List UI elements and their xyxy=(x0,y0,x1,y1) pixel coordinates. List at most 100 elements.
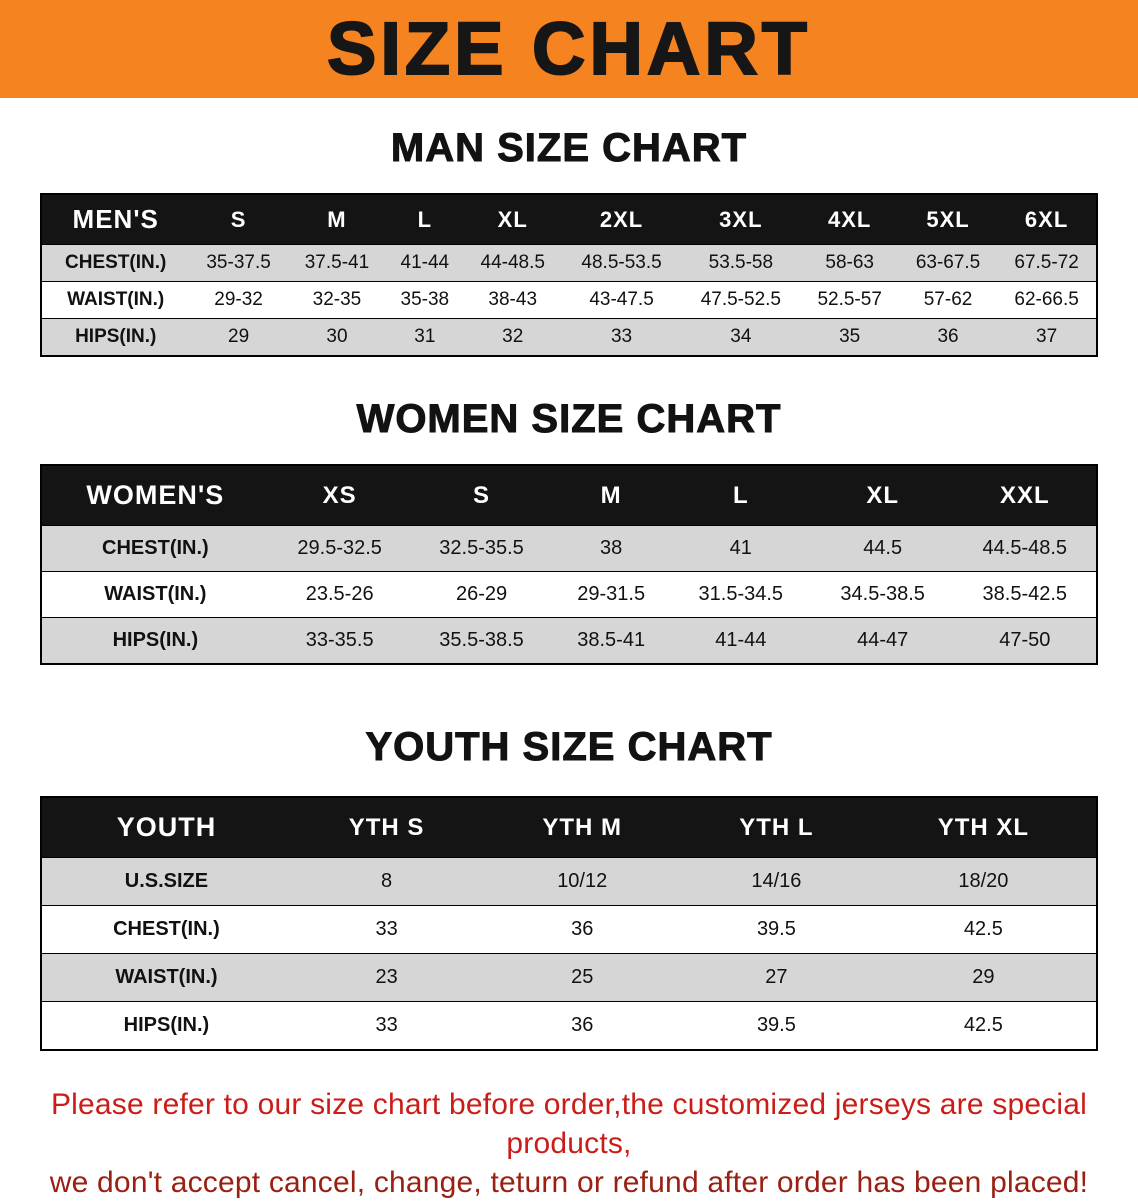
header-cell: WOMEN'S xyxy=(41,465,269,526)
header-cell: MEN'S xyxy=(41,194,190,245)
data-cell: 29.5-32.5 xyxy=(268,525,411,572)
header-cell: 6XL xyxy=(997,194,1097,245)
header-cell: YTH L xyxy=(682,797,871,858)
header-cell: XL xyxy=(463,194,562,245)
disclaimer-line-2: we don't accept cancel, change, teturn o… xyxy=(49,1166,1089,1199)
data-cell: 41-44 xyxy=(386,244,464,282)
table-row: HIPS(IN.) 33-35.5 35.5-38.5 38.5-41 41-44 44-… xyxy=(41,617,1097,664)
header-row: WOMEN'S XS S M L XL XXL xyxy=(41,465,1097,526)
data-cell: 44.5 xyxy=(811,525,954,572)
data-cell: 47-50 xyxy=(953,617,1097,664)
data-cell: 23 xyxy=(290,953,483,1002)
data-cell: 38.5-42.5 xyxy=(953,571,1097,618)
data-cell: 34 xyxy=(681,318,801,356)
data-cell: 26-29 xyxy=(410,571,553,618)
data-cell: 29-32 xyxy=(189,281,288,319)
data-cell: 37 xyxy=(997,318,1097,356)
data-cell: 36 xyxy=(482,905,683,954)
data-cell: 39.5 xyxy=(682,1001,871,1050)
header-row: MEN'S S M L XL 2XL 3XL 4XL 5XL 6XL xyxy=(41,194,1097,245)
men-size-table: MEN'S S M L XL 2XL 3XL 4XL 5XL 6XL CHEST(IN.) 35-37… xyxy=(40,193,1098,357)
data-cell: 30 xyxy=(287,318,387,356)
row-label: HIPS(IN.) xyxy=(41,318,190,356)
header-cell: S xyxy=(189,194,288,245)
table-row: U.S.SIZE 8 10/12 14/16 18/20 xyxy=(41,857,1097,906)
row-label: CHEST(IN.) xyxy=(41,525,269,572)
data-cell: 43-47.5 xyxy=(561,281,682,319)
youth-size-table: YOUTH YTH S YTH M YTH L YTH XL U.S.SIZE 8 10/12… xyxy=(40,796,1098,1051)
header-cell: L xyxy=(669,465,812,526)
data-cell: 58-63 xyxy=(800,244,899,282)
data-cell: 42.5 xyxy=(870,905,1097,954)
table-row: HIPS(IN.) 33 36 39.5 42.5 xyxy=(41,1001,1097,1050)
data-cell: 35-38 xyxy=(386,281,464,319)
header-cell: YOUTH xyxy=(41,797,291,858)
data-cell: 33-35.5 xyxy=(268,617,411,664)
data-cell: 35 xyxy=(800,318,899,356)
data-cell: 33 xyxy=(561,318,682,356)
data-cell: 33 xyxy=(290,905,483,954)
header-row: YOUTH YTH S YTH M YTH L YTH XL xyxy=(41,797,1097,858)
data-cell: 67.5-72 xyxy=(997,244,1097,282)
data-cell: 38-43 xyxy=(463,281,562,319)
header-cell: 3XL xyxy=(681,194,801,245)
header-cell: 4XL xyxy=(800,194,899,245)
row-label: WAIST(IN.) xyxy=(41,281,190,319)
data-cell: 31 xyxy=(386,318,464,356)
table-row: CHEST(IN.) 35-37.5 37.5-41 41-44 44-48.5 48.5… xyxy=(41,244,1097,282)
women-size-table: WOMEN'S XS S M L XL XXL CHEST(IN.) 29.5-32.5 32.5… xyxy=(40,464,1098,665)
data-cell: 35.5-38.5 xyxy=(410,617,553,664)
header-cell: XXL xyxy=(953,465,1097,526)
header-cell: L xyxy=(386,194,464,245)
data-cell: 38 xyxy=(552,525,670,572)
data-cell: 39.5 xyxy=(682,905,871,954)
data-cell: 44-47 xyxy=(811,617,954,664)
data-cell: 27 xyxy=(682,953,871,1002)
header-cell: 5XL xyxy=(898,194,998,245)
data-cell: 42.5 xyxy=(870,1001,1097,1050)
size-chart-title: SIZE CHART xyxy=(326,7,811,90)
table-row: WAIST(IN.) 23 25 27 29 xyxy=(41,953,1097,1002)
data-cell: 57-62 xyxy=(898,281,998,319)
women-size-chart-heading: WOMEN SIZE CHART xyxy=(356,397,782,442)
row-label: U.S.SIZE xyxy=(41,857,291,906)
table-row: WAIST(IN.) 29-32 32-35 35-38 38-43 43-47.5 47.… xyxy=(41,281,1097,319)
data-cell: 23.5-26 xyxy=(268,571,411,618)
data-cell: 44.5-48.5 xyxy=(953,525,1097,572)
data-cell: 33 xyxy=(290,1001,483,1050)
data-cell: 53.5-58 xyxy=(681,244,801,282)
data-cell: 47.5-52.5 xyxy=(681,281,801,319)
data-cell: 29 xyxy=(870,953,1097,1002)
row-label: HIPS(IN.) xyxy=(41,617,269,664)
data-cell: 44-48.5 xyxy=(463,244,562,282)
data-cell: 41-44 xyxy=(669,617,812,664)
disclaimer-line-1: Please refer to our size chart before or… xyxy=(50,1088,1088,1160)
data-cell: 32-35 xyxy=(287,281,387,319)
data-cell: 63-67.5 xyxy=(898,244,998,282)
man-size-chart-heading: MAN SIZE CHART xyxy=(390,126,748,171)
row-label: CHEST(IN.) xyxy=(41,905,291,954)
header-cell: YTH S xyxy=(290,797,483,858)
row-label: WAIST(IN.) xyxy=(41,571,269,618)
data-cell: 38.5-41 xyxy=(552,617,670,664)
banner: SIZE CHART xyxy=(0,0,1138,98)
disclaimer: Please refer to our size chart before or… xyxy=(0,1085,1138,1202)
data-cell: 29 xyxy=(189,318,288,356)
data-cell: 31.5-34.5 xyxy=(669,571,812,618)
header-cell: S xyxy=(410,465,553,526)
row-label: HIPS(IN.) xyxy=(41,1001,291,1050)
data-cell: 37.5-41 xyxy=(287,244,387,282)
data-cell: 18/20 xyxy=(870,857,1097,906)
data-cell: 52.5-57 xyxy=(800,281,899,319)
data-cell: 41 xyxy=(669,525,812,572)
data-cell: 10/12 xyxy=(482,857,683,906)
data-cell: 36 xyxy=(482,1001,683,1050)
data-cell: 32 xyxy=(463,318,562,356)
data-cell: 34.5-38.5 xyxy=(811,571,954,618)
data-cell: 25 xyxy=(482,953,683,1002)
row-label: WAIST(IN.) xyxy=(41,953,291,1002)
data-cell: 62-66.5 xyxy=(997,281,1097,319)
header-cell: YTH XL xyxy=(870,797,1097,858)
table-row: CHEST(IN.) 29.5-32.5 32.5-35.5 38 41 44.5 44.5… xyxy=(41,525,1097,572)
header-cell: M xyxy=(552,465,670,526)
